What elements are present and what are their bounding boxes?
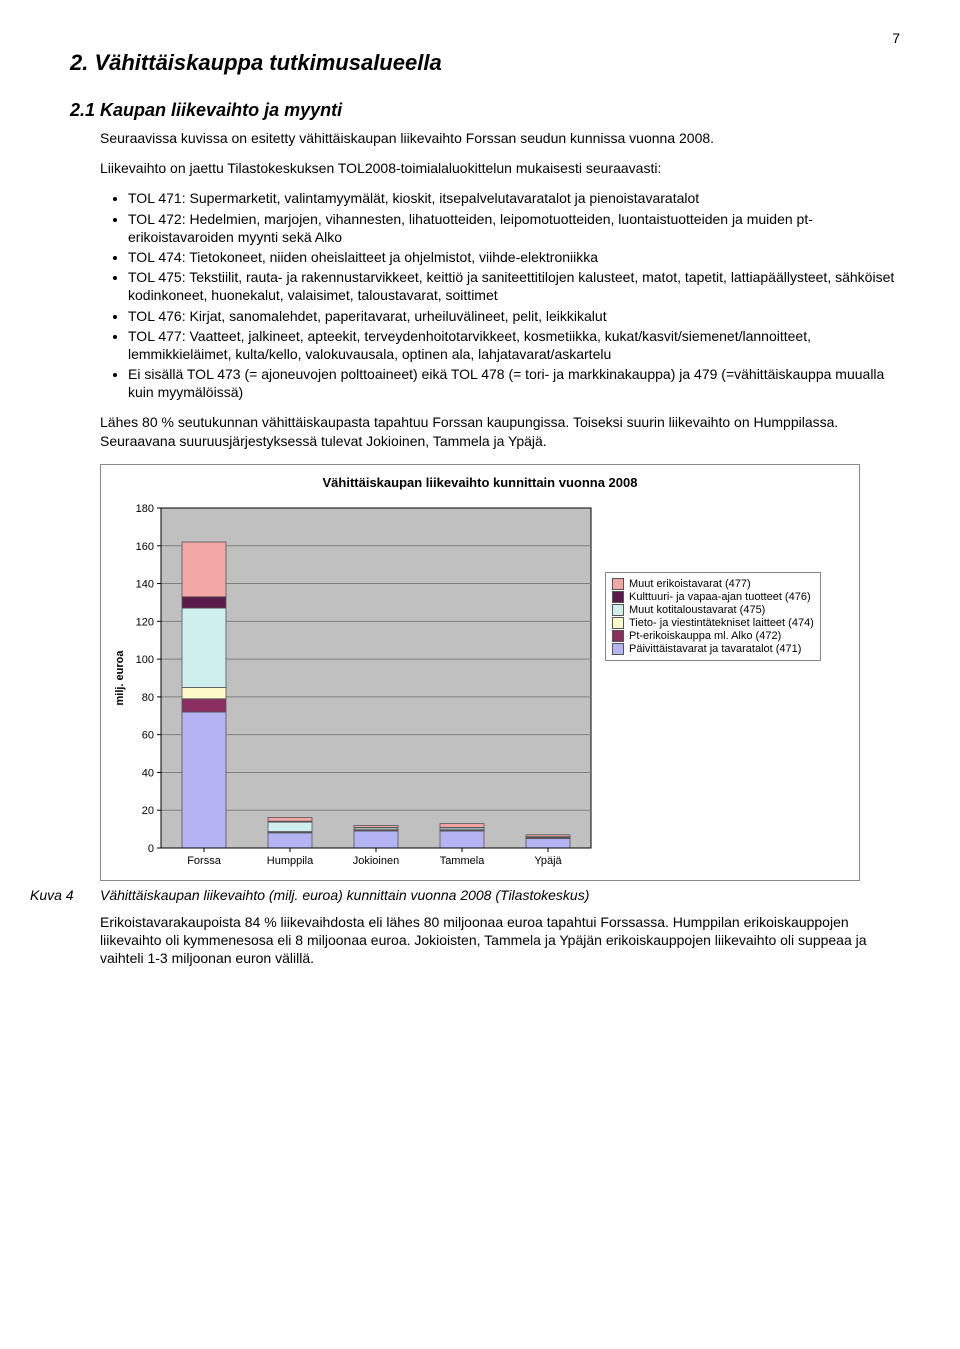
svg-text:Humppila: Humppila	[267, 855, 314, 867]
legend-swatch	[612, 630, 624, 642]
bullet-item: Ei sisällä TOL 473 (= ajoneuvojen poltto…	[128, 365, 900, 401]
svg-text:Tammela: Tammela	[440, 855, 486, 867]
figure-caption-text: Vähittäiskaupan liikevaihto (milj. euroa…	[100, 887, 900, 903]
legend-item: Päivittäistavarat ja tavaratalot (471)	[612, 643, 814, 655]
legend-swatch	[612, 643, 624, 655]
legend-item: Muut erikoistavarat (477)	[612, 578, 814, 590]
legend-swatch	[612, 617, 624, 629]
svg-text:milj. euroa: milj. euroa	[114, 649, 126, 705]
bullet-item: TOL 475: Tekstiilit, rauta- ja rakennust…	[128, 268, 900, 304]
legend-item: Tieto- ja viestintätekniset laitteet (47…	[612, 617, 814, 629]
section-title: 2. Vähittäiskauppa tutkimusalueella	[70, 50, 900, 76]
legend-item: Pt-erikoiskauppa ml. Alko (472)	[612, 630, 814, 642]
bullet-item: TOL 476: Kirjat, sanomalehdet, paperitav…	[128, 307, 900, 325]
legend-item: Muut kotitaloustavarat (475)	[612, 604, 814, 616]
bullet-item: TOL 472: Hedelmien, marjojen, vihanneste…	[128, 210, 900, 246]
legend-swatch	[612, 591, 624, 603]
svg-text:40: 40	[142, 767, 154, 779]
svg-text:100: 100	[136, 654, 154, 666]
chart-title: Vähittäiskaupan liikevaihto kunnittain v…	[111, 475, 849, 490]
bullet-item: TOL 471: Supermarketit, valintamyymälät,…	[128, 189, 900, 207]
figure-caption-label: Kuva 4	[30, 887, 100, 903]
svg-text:160: 160	[136, 541, 154, 553]
intro-paragraph-1: Seuraavissa kuvissa on esitetty vähittäi…	[100, 129, 900, 147]
svg-text:120: 120	[136, 616, 154, 628]
stacked-bar-chart: 0 20 40 60 80 100 120 140 160 180 milj. euroa Forss…	[111, 502, 597, 874]
svg-text:20: 20	[142, 805, 154, 817]
closing-paragraph: Erikoistavarakaupoista 84 % liikevaihdos…	[100, 913, 900, 968]
intro-paragraph-2: Liikevaihto on jaettu Tilastokeskuksen T…	[100, 159, 900, 177]
svg-text:60: 60	[142, 729, 154, 741]
legend-label: Päivittäistavarat ja tavaratalot (471)	[629, 643, 801, 655]
svg-text:0: 0	[148, 843, 154, 855]
legend-label: Pt-erikoiskauppa ml. Alko (472)	[629, 630, 781, 642]
svg-text:Ypäjä: Ypäjä	[534, 855, 562, 867]
subsection-title: 2.1 Kaupan liikevaihto ja myynti	[70, 100, 900, 121]
legend-item: Kulttuuri- ja vapaa-ajan tuotteet (476)	[612, 591, 814, 603]
svg-text:80: 80	[142, 692, 154, 704]
figure-caption: Kuva 4 Vähittäiskaupan liikevaihto (milj…	[70, 887, 900, 903]
bullet-item: TOL 474: Tietokoneet, niiden oheislaitte…	[128, 248, 900, 266]
legend-label: Muut kotitaloustavarat (475)	[629, 604, 765, 616]
legend-label: Kulttuuri- ja vapaa-ajan tuotteet (476)	[629, 591, 811, 603]
paragraph-after-bullets: Lähes 80 % seutukunnan vähittäiskaupasta…	[100, 413, 900, 449]
legend-swatch	[612, 604, 624, 616]
legend-label: Muut erikoistavarat (477)	[629, 578, 751, 590]
chart-container: Vähittäiskaupan liikevaihto kunnittain v…	[100, 464, 860, 881]
page-number: 7	[70, 30, 900, 46]
bullet-list: TOL 471: Supermarketit, valintamyymälät,…	[100, 189, 900, 401]
svg-text:Jokioinen: Jokioinen	[353, 855, 399, 867]
legend-swatch	[612, 578, 624, 590]
chart-legend: Muut erikoistavarat (477)Kulttuuri- ja v…	[605, 572, 821, 661]
svg-text:140: 140	[136, 578, 154, 590]
svg-text:180: 180	[136, 503, 154, 515]
svg-text:Forssa: Forssa	[187, 855, 222, 867]
legend-label: Tieto- ja viestintätekniset laitteet (47…	[629, 617, 814, 629]
bullet-item: TOL 477: Vaatteet, jalkineet, apteekit, …	[128, 327, 900, 363]
